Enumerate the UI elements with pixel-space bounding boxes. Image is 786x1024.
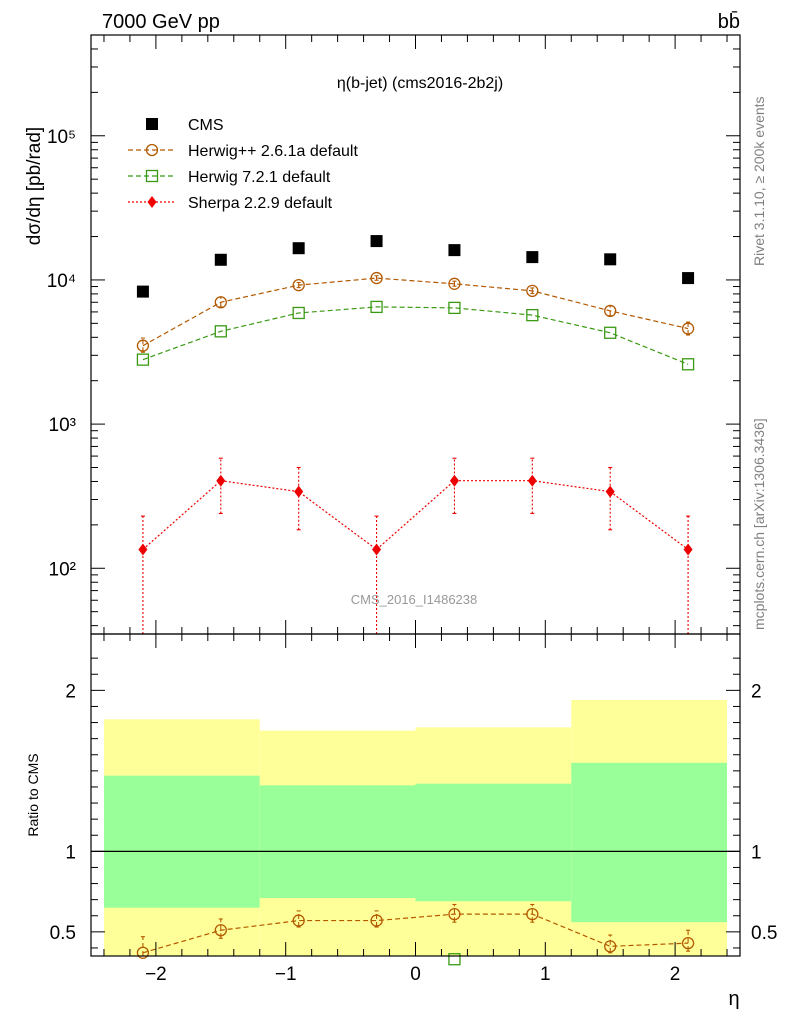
data-point-cms [136,285,149,298]
legend-marker-sherpa-2-2-9-default [147,196,157,208]
ratio-point-herwig-2-6-1a-default [526,907,539,921]
header-right: bb̄ [718,10,740,33]
ratio-band-inner-1 [259,785,416,899]
y-tick-label-ratio-right: 2 [751,681,762,702]
data-point-herwig-7-2-1-default [136,353,150,366]
y-tick-label-main: 10⁵ [47,127,76,148]
legend-marker-herwig-7-2-1-default [145,169,159,183]
y-tick-label-main: 10² [49,559,76,580]
legend-label-cms: CMS [188,117,224,134]
data-point-herwig-2-6-1a-default [681,322,695,335]
legend-marker-cms [146,118,158,130]
y-tick-label-ratio: 1 [65,842,76,863]
ratio-band-inner-2 [415,783,572,902]
mcplots-label: mcplots.cern.ch [arXiv:1306.3436] [751,418,767,630]
data-point-sherpa-2-2-9-default [605,485,615,498]
ratio-line-herwig-2-6-1a-default [142,913,689,954]
data-point-herwig-2-6-1a-default [370,271,383,285]
legend-label-herwig-2-6-1a-default: Herwig++ 2.6.1a default [188,143,358,160]
ratio-point-herwig-2-6-1a-default [370,914,383,927]
data-point-sherpa-2-2-9-default [138,543,148,556]
data-point-cms [526,251,539,264]
series-line-sherpa-2-2-9-default [142,480,689,551]
data-point-cms [292,242,305,255]
main-watermark: CMS_2016_I1486238 [351,592,478,607]
data-point-sherpa-2-2-9-default [449,474,459,487]
data-point-sherpa-2-2-9-default [527,474,537,487]
data-point-sherpa-2-2-9-default [683,543,693,556]
ratio-point-herwig-2-6-1a-default [681,936,695,950]
data-point-herwig-2-6-1a-default [604,304,617,318]
series-line-herwig-2-6-1a-default [142,277,689,347]
legend: CMS Herwig++ 2.6.1a default Herwig 7.2.1 d… [128,117,358,212]
legend-marker-herwig-2-6-1a-default [145,143,159,157]
data-point-herwig-7-2-1-default [681,358,695,371]
data-point-herwig-2-6-1a-default [448,277,461,290]
ratio-ylabel: Ratio to CMS [25,753,41,836]
rivet-label: Rivet 3.1.10, ≥ 200k events [751,96,767,266]
data-point-herwig-7-2-1-default [370,300,383,314]
data-point-herwig-7-2-1-default [526,308,539,322]
y-tick-label-main: 10⁴ [47,271,76,292]
y-tick-label-ratio-right: 0.5 [751,923,777,944]
x-tick-label: 0 [410,964,421,985]
legend-label-sherpa-2-2-9-default: Sherpa 2.2.9 default [188,195,333,212]
ratio-band-inner-3 [571,762,728,923]
data-point-herwig-7-2-1-default [604,326,617,339]
data-point-sherpa-2-2-9-default [294,485,304,498]
x-axis-label: η [728,988,739,1010]
x-tick-label: −2 [145,964,167,985]
data-point-sherpa-2-2-9-default [216,474,226,487]
ratio-point-herwig-2-6-1a-default [448,907,461,921]
main-panel: η(b-jet) (cms2016-2b2j) CMS_2016_I148623… [24,34,741,635]
y-tick-label-ratio: 0.5 [50,923,76,944]
data-point-herwig-2-6-1a-default [214,296,227,309]
data-point-cms [214,253,227,266]
ratio-panel: −2 −1 0 1 2 0.5 0.5 1 1 2 2 Ratio to CMS η [25,633,777,1010]
x-tick-label: −1 [275,964,297,985]
data-point-cms [370,235,383,248]
main-ylabel: dσ/dη [pb/rad] [24,127,45,245]
data-point-herwig-2-6-1a-default [136,339,150,352]
ratio-point-herwig-2-6-1a-default [136,946,150,959]
ratio-point-herwig-2-6-1a-default [292,914,305,927]
data-point-herwig-7-2-1-default [214,325,227,338]
y-tick-label-main: 10³ [49,415,76,436]
y-tick-label-ratio: 2 [65,681,76,702]
data-point-sherpa-2-2-9-default [372,543,382,556]
ratio-point-herwig-2-6-1a-default [214,924,227,937]
ratio-point-herwig-7-2-1-default [448,953,461,966]
legend-label-herwig-7-2-1-default: Herwig 7.2.1 default [188,169,331,186]
ratio-point-herwig-2-6-1a-default [604,940,617,953]
main-title: η(b-jet) (cms2016-2b2j) [337,75,503,92]
data-point-herwig-7-2-1-default [292,306,305,320]
data-point-cms [448,244,461,257]
x-tick-label: 1 [540,964,551,985]
series-line-herwig-7-2-1-default [142,306,689,365]
y-tick-label-ratio-right: 1 [751,842,762,863]
x-tick-label: 2 [670,964,681,985]
header-left: 7000 GeV pp [102,11,220,33]
ratio-band-inner-0 [103,775,260,908]
data-point-herwig-2-6-1a-default [292,279,305,292]
data-point-herwig-7-2-1-default [448,301,461,315]
data-point-cms [682,272,695,285]
data-point-herwig-2-6-1a-default [526,284,539,298]
data-point-cms [604,253,617,266]
